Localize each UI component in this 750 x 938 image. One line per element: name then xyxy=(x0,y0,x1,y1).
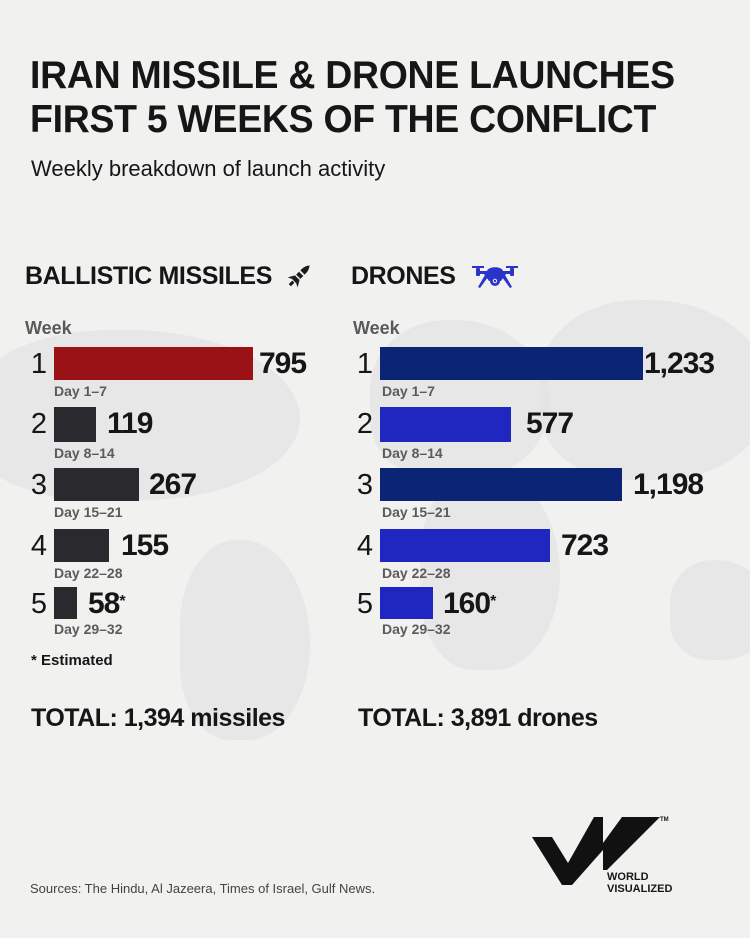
week-number: 3 xyxy=(356,469,373,501)
drones-panel: DRONES Week 1 xyxy=(351,258,741,638)
bar-value: 267 xyxy=(149,468,197,501)
drones-heading-label: DRONES xyxy=(351,261,456,290)
drones-row-2: 2 Day 8–14 577 xyxy=(351,407,741,467)
bar-missiles-week-5 xyxy=(54,587,77,619)
subtitle: Weekly breakdown of launch activity xyxy=(31,156,386,181)
bar-drones-week-1 xyxy=(380,347,643,380)
week-number: 5 xyxy=(30,588,47,620)
estimated-footnote: * Estimated xyxy=(31,652,113,669)
bar-value: 160* xyxy=(443,587,496,620)
day-range: Day 29–32 xyxy=(382,621,451,637)
drones-week-axis-label: Week xyxy=(353,318,400,338)
bar-value: 795 xyxy=(259,347,307,380)
week-number: 1 xyxy=(30,348,47,380)
title-line-2: FIRST 5 WEEKS OF THE CONFLICT xyxy=(30,98,657,141)
drone-icon xyxy=(470,261,520,291)
bar-value: 1,198 xyxy=(633,468,704,501)
week-number: 2 xyxy=(356,408,373,440)
bar-value: 577 xyxy=(526,407,574,440)
bar-drones-week-3 xyxy=(380,468,622,501)
day-range: Day 29–32 xyxy=(54,621,123,637)
bar-drones-week-5 xyxy=(380,587,433,619)
bar-missiles-week-4 xyxy=(54,529,109,562)
missiles-row-4: 4 Day 22–28 155 xyxy=(25,529,345,589)
bar-value: 119 xyxy=(107,407,153,440)
day-range: Day 15–21 xyxy=(382,504,451,520)
day-range: Day 22–28 xyxy=(54,565,123,581)
missiles-row-2: 2 Day 8–14 119 xyxy=(25,407,345,467)
estimated-asterisk: * xyxy=(490,593,496,610)
trademark: TM xyxy=(660,817,669,823)
bar-missiles-week-1 xyxy=(54,347,253,380)
drones-heading: DRONES xyxy=(351,258,741,294)
week-number: 5 xyxy=(356,588,373,620)
brand-line-1: WORLD xyxy=(607,871,649,883)
bar-value: 155 xyxy=(121,529,169,562)
missile-icon xyxy=(282,259,316,293)
bar-value: 1,233 xyxy=(644,347,715,380)
missiles-row-3: 3 Day 15–21 267 xyxy=(25,468,345,528)
drones-total: TOTAL: 3,891 drones xyxy=(358,704,598,732)
week-number: 3 xyxy=(30,469,47,501)
bar-missiles-week-3 xyxy=(54,468,139,501)
title-line-1: IRAN MISSILE & DRONE LAUNCHES xyxy=(30,54,675,97)
sources-note: Sources: The Hindu, Al Jazeera, Times of… xyxy=(30,881,376,896)
bar-drones-week-4 xyxy=(380,529,550,562)
drones-row-3: 3 Day 15–21 1,198 xyxy=(351,468,741,528)
week-number: 1 xyxy=(356,348,373,380)
bar-missiles-week-2 xyxy=(54,407,96,442)
week-number: 2 xyxy=(30,408,47,440)
day-range: Day 8–14 xyxy=(54,445,115,461)
missiles-heading-label: BALLISTIC MISSILES xyxy=(25,261,272,290)
day-range: Day 8–14 xyxy=(382,445,443,461)
bar-value: 58* xyxy=(88,587,126,620)
missiles-row-1: 1 Day 1–7 795 xyxy=(25,347,345,407)
missiles-panel: BALLISTIC MISSILES Week 1 Day 1–7 795 2 xyxy=(25,258,345,637)
missiles-heading: BALLISTIC MISSILES xyxy=(25,258,345,294)
brand-line-2: VISUALIZED xyxy=(607,883,673,895)
drones-row-5: 5 Day 29–32 160* xyxy=(351,587,741,647)
week-number: 4 xyxy=(356,530,373,562)
day-range: Day 22–28 xyxy=(382,565,451,581)
drones-row-4: 4 Day 22–28 723 xyxy=(351,529,741,589)
drones-row-1: 1 Day 1–7 1,233 xyxy=(351,347,741,407)
missiles-week-axis-label: Week xyxy=(25,318,72,338)
estimated-asterisk: * xyxy=(119,593,125,610)
day-range: Day 1–7 xyxy=(54,383,107,399)
day-range: Day 15–21 xyxy=(54,504,123,520)
missiles-total: TOTAL: 1,394 missiles xyxy=(31,704,285,732)
missiles-row-5: 5 Day 29–32 58* xyxy=(25,587,345,647)
week-number: 4 xyxy=(30,530,47,562)
bar-value: 723 xyxy=(561,529,609,562)
page-title: IRAN MISSILE & DRONE LAUNCHES FIRST 5 WE… xyxy=(30,54,675,142)
day-range: Day 1–7 xyxy=(382,383,435,399)
bar-drones-week-2 xyxy=(380,407,511,442)
brand-name: WORLD VISUALIZED xyxy=(607,871,672,895)
world-visualized-logo-icon xyxy=(532,815,660,890)
